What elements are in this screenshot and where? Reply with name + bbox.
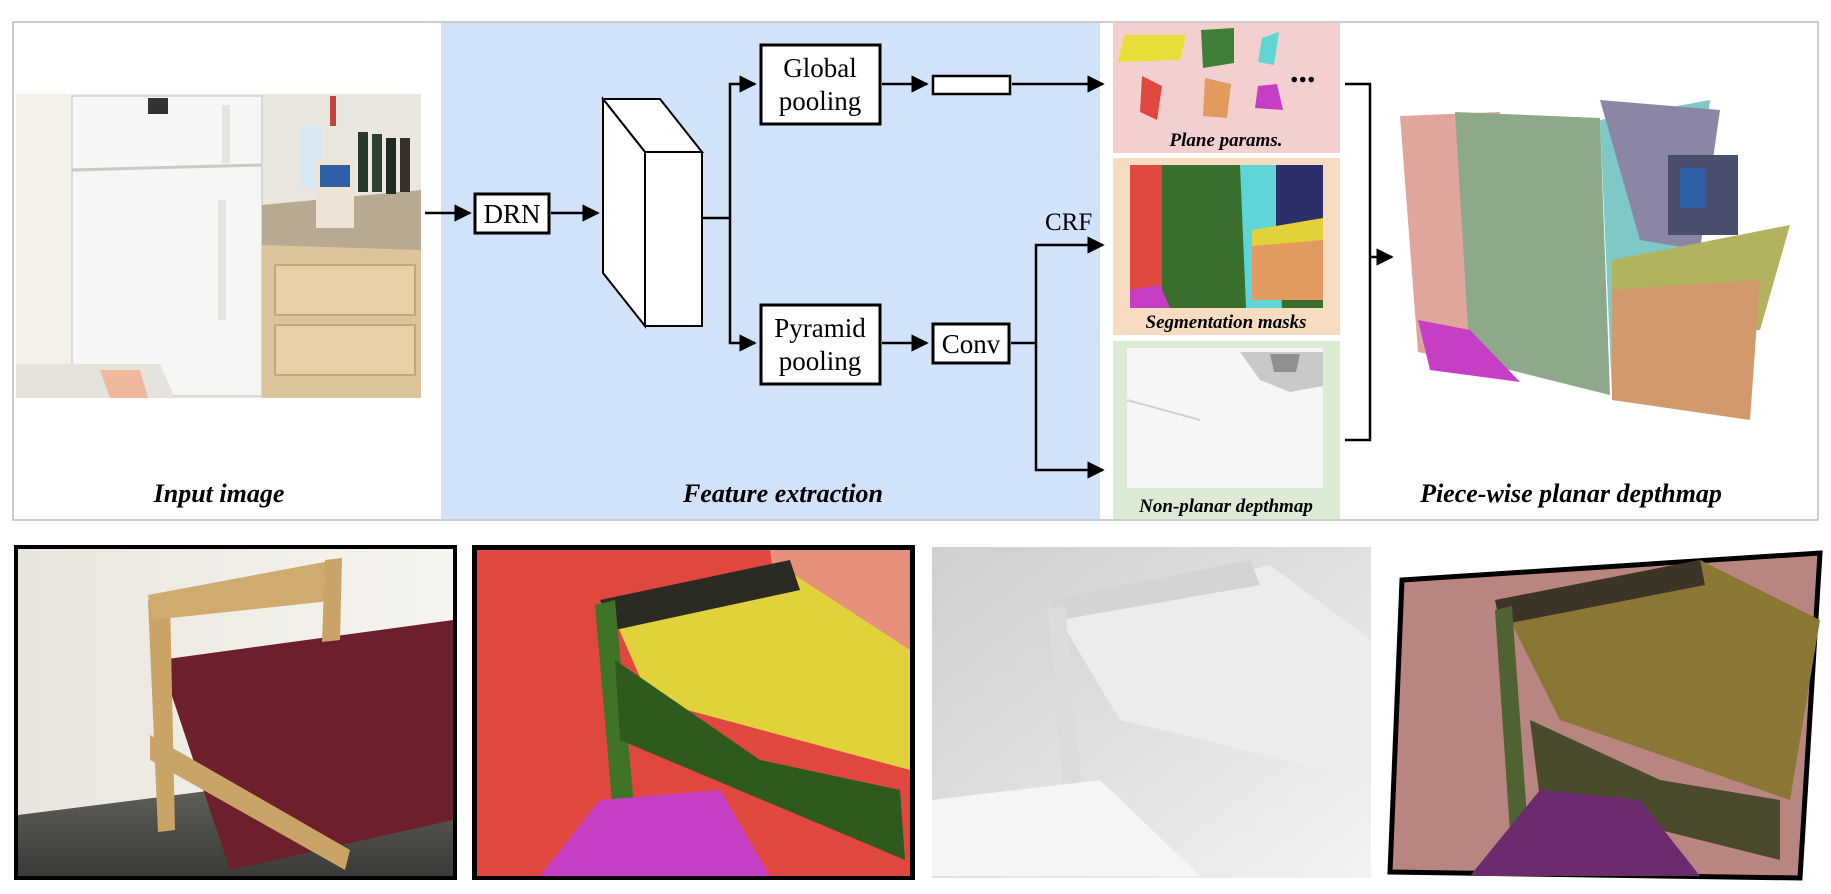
feature-volume xyxy=(600,96,705,329)
caption-input-image: Input image xyxy=(153,479,285,508)
arrow-conv-to-nonplanar xyxy=(1034,343,1105,479)
plane-params-ellipsis: ... xyxy=(1290,53,1316,90)
global-pooling-label-2: pooling xyxy=(779,86,862,116)
bed-planar-reconstruction xyxy=(1387,550,1823,881)
pyramid-pooling-label-2: pooling xyxy=(779,346,862,376)
caption-piecewise-depthmap: Piece-wise planar depthmap xyxy=(1419,479,1722,508)
segmentation-masks-panel: Segmentation masks xyxy=(1113,158,1340,335)
piecewise-planar-reconstruction xyxy=(1400,100,1790,420)
pyramid-pooling-block xyxy=(759,303,882,386)
conv-label: Conv xyxy=(942,329,1001,359)
plane-params-label: Plane params. xyxy=(1169,130,1283,151)
bed-photo xyxy=(14,545,457,880)
crf-label: CRF xyxy=(1045,209,1092,236)
drn-block xyxy=(473,192,551,235)
arrow-conv-to-segmentation xyxy=(1034,236,1105,343)
global-pooling-label-1: Global xyxy=(783,53,857,83)
merge-bracket xyxy=(1345,82,1372,442)
drn-label: DRN xyxy=(483,199,540,229)
bed-depthmap xyxy=(932,547,1371,878)
branch-upper xyxy=(728,75,757,218)
segmentation-masks-label: Segmentation masks xyxy=(1146,312,1307,333)
input-image xyxy=(16,94,421,398)
branch-lower xyxy=(728,218,757,352)
conv-block xyxy=(931,322,1011,365)
bed-segmentation xyxy=(472,545,915,880)
plane-vector xyxy=(931,74,1012,96)
nonplanar-depthmap-label: Non-planar depthmap xyxy=(1138,496,1313,517)
pyramid-pooling-label-1: Pyramid xyxy=(774,313,866,343)
caption-feature-extraction: Feature extraction xyxy=(682,479,883,508)
global-pooling-block xyxy=(759,43,882,126)
nonplanar-depthmap-panel: Non-planar depthmap xyxy=(1113,341,1340,519)
plane-params-panel: ... Plane params. xyxy=(1113,23,1340,153)
